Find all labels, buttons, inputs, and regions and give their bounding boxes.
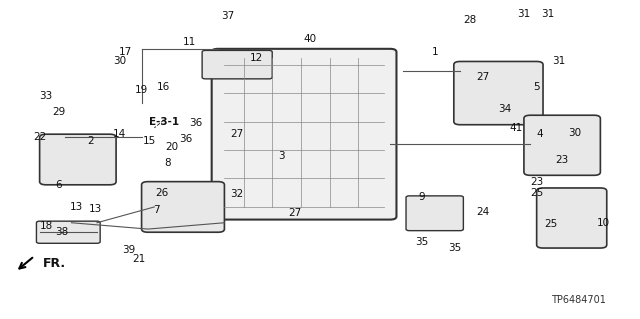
Text: 36: 36 <box>189 118 202 128</box>
Text: 5: 5 <box>533 82 540 92</box>
Text: 36: 36 <box>180 134 193 144</box>
Text: 6: 6 <box>56 180 62 190</box>
Text: 20: 20 <box>166 142 179 152</box>
FancyBboxPatch shape <box>406 196 463 231</box>
Text: 30: 30 <box>568 128 582 137</box>
Text: 31: 31 <box>517 9 531 19</box>
Text: 39: 39 <box>122 245 136 255</box>
FancyBboxPatch shape <box>537 188 607 248</box>
Text: 27: 27 <box>476 72 489 82</box>
Text: 30: 30 <box>113 56 126 66</box>
Text: 21: 21 <box>132 254 146 264</box>
Text: 27: 27 <box>288 208 301 218</box>
Text: 3: 3 <box>278 151 285 161</box>
Text: TP6484701: TP6484701 <box>550 295 605 305</box>
Text: 19: 19 <box>135 85 148 95</box>
Text: 10: 10 <box>597 218 610 228</box>
Text: 34: 34 <box>498 104 511 114</box>
Text: 12: 12 <box>250 53 263 63</box>
Text: 15: 15 <box>143 136 157 145</box>
Text: 33: 33 <box>40 91 52 101</box>
Text: 29: 29 <box>52 107 65 117</box>
Text: 14: 14 <box>113 129 126 139</box>
Text: 11: 11 <box>183 38 196 48</box>
Text: 2: 2 <box>87 136 94 145</box>
FancyBboxPatch shape <box>141 182 225 232</box>
Text: 13: 13 <box>70 202 83 212</box>
Text: 1: 1 <box>431 47 438 57</box>
FancyBboxPatch shape <box>36 221 100 243</box>
Text: 31: 31 <box>552 56 566 66</box>
Text: 25: 25 <box>544 219 557 229</box>
Text: 23: 23 <box>556 154 569 165</box>
FancyBboxPatch shape <box>454 62 543 125</box>
Text: 8: 8 <box>164 158 170 168</box>
Text: 9: 9 <box>419 192 425 203</box>
Text: 4: 4 <box>536 129 543 139</box>
Text: 18: 18 <box>40 221 52 231</box>
Text: 17: 17 <box>119 47 132 57</box>
Text: 23: 23 <box>530 177 543 187</box>
Text: 37: 37 <box>221 11 234 21</box>
Text: 16: 16 <box>157 82 170 92</box>
FancyBboxPatch shape <box>212 49 396 219</box>
FancyBboxPatch shape <box>40 134 116 185</box>
Text: 22: 22 <box>33 132 46 142</box>
FancyBboxPatch shape <box>202 50 272 79</box>
Text: 26: 26 <box>156 188 168 198</box>
Text: 31: 31 <box>541 9 555 19</box>
Text: 38: 38 <box>55 227 68 237</box>
Text: E-3-1: E-3-1 <box>149 116 179 127</box>
Text: 27: 27 <box>230 129 244 139</box>
Text: 40: 40 <box>304 34 317 44</box>
Text: 41: 41 <box>509 123 523 133</box>
Text: 35: 35 <box>449 243 461 253</box>
Text: 7: 7 <box>153 205 159 215</box>
Text: 13: 13 <box>89 204 102 213</box>
Text: 35: 35 <box>415 237 429 247</box>
Text: 25: 25 <box>530 188 543 198</box>
Text: 28: 28 <box>463 15 476 26</box>
Text: 24: 24 <box>476 207 489 217</box>
Text: FR.: FR. <box>43 257 66 271</box>
FancyBboxPatch shape <box>524 115 600 175</box>
Text: 32: 32 <box>230 189 244 199</box>
